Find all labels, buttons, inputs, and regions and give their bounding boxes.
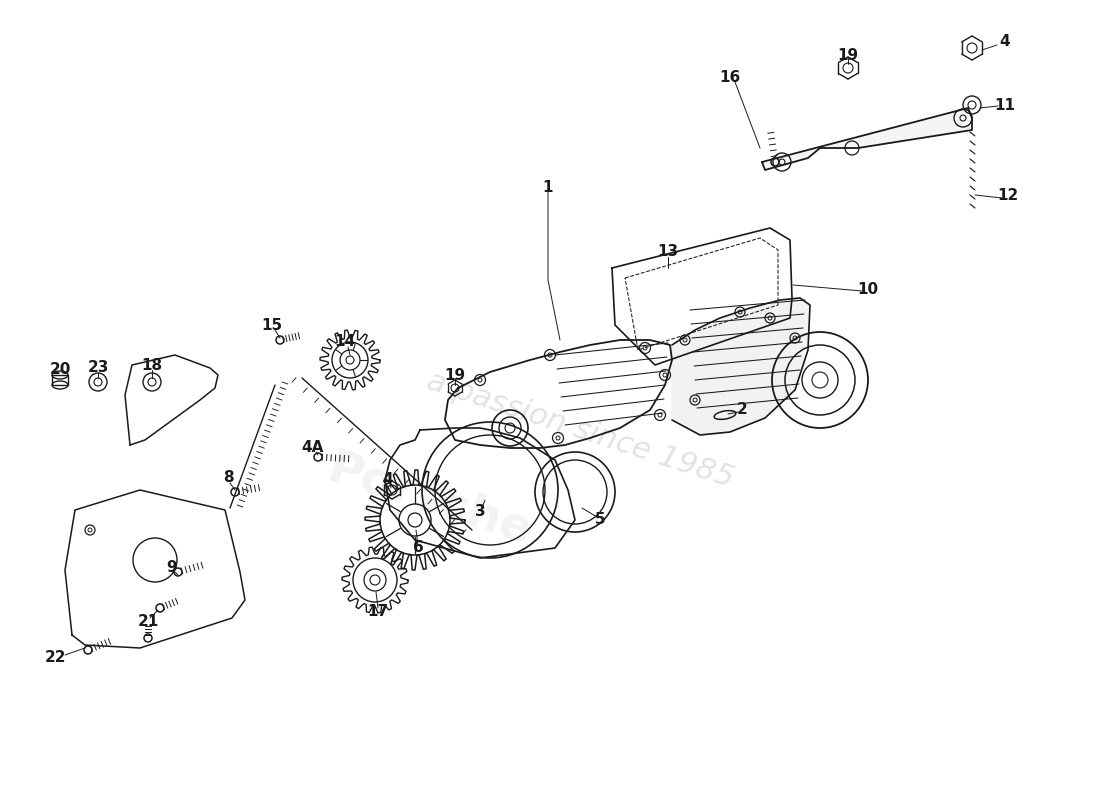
Polygon shape bbox=[762, 108, 972, 170]
Text: 9: 9 bbox=[167, 561, 177, 575]
Text: Porsche: Porsche bbox=[322, 446, 538, 554]
Text: 11: 11 bbox=[994, 98, 1015, 113]
Text: 19: 19 bbox=[837, 47, 859, 62]
Text: 10: 10 bbox=[857, 282, 879, 298]
Text: 16: 16 bbox=[719, 70, 740, 86]
Text: 18: 18 bbox=[142, 358, 163, 373]
Text: 13: 13 bbox=[658, 245, 679, 259]
Text: 4A: 4A bbox=[300, 441, 323, 455]
Text: 1: 1 bbox=[542, 181, 553, 195]
Text: 20: 20 bbox=[50, 362, 70, 378]
Text: 12: 12 bbox=[998, 187, 1019, 202]
Text: 23: 23 bbox=[87, 361, 109, 375]
Text: 3: 3 bbox=[475, 505, 485, 519]
Text: 17: 17 bbox=[367, 605, 388, 619]
Text: 6: 6 bbox=[412, 541, 424, 555]
Text: 4: 4 bbox=[1000, 34, 1010, 50]
Text: 4: 4 bbox=[383, 473, 394, 487]
Text: 8: 8 bbox=[222, 470, 233, 486]
Text: 2: 2 bbox=[737, 402, 747, 418]
Text: a passion since 1985: a passion since 1985 bbox=[422, 366, 737, 494]
Text: 14: 14 bbox=[334, 334, 355, 350]
Text: 22: 22 bbox=[44, 650, 66, 666]
Text: 5: 5 bbox=[595, 513, 605, 527]
Polygon shape bbox=[672, 298, 810, 435]
Text: 21: 21 bbox=[138, 614, 158, 630]
Text: 19: 19 bbox=[444, 367, 465, 382]
Text: 15: 15 bbox=[262, 318, 283, 333]
